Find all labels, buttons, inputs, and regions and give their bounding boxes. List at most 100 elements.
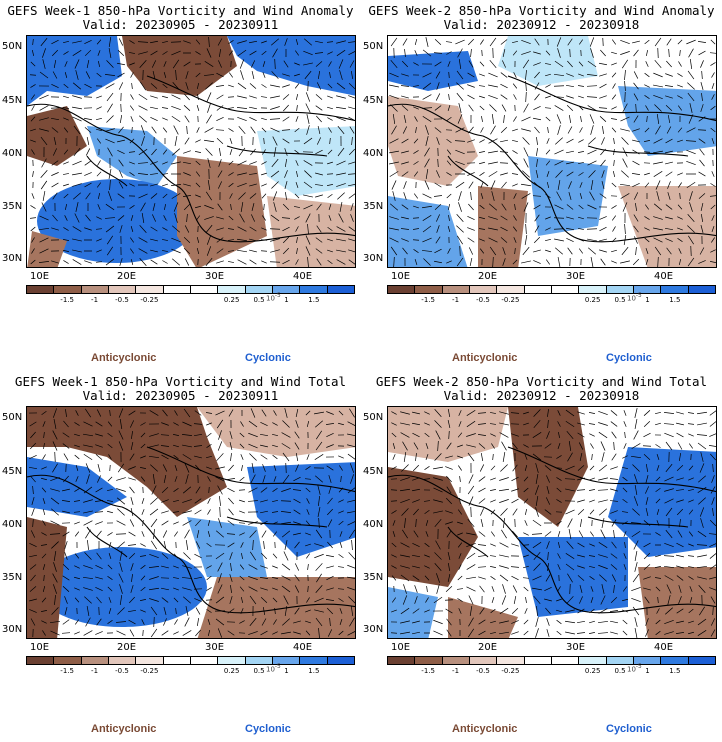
lat-label: 30N	[363, 624, 384, 635]
lat-label: 40N	[2, 148, 23, 159]
panel-valid-date: Valid: 20230912 - 20230918	[443, 388, 640, 403]
panel-week2-anomaly: GEFS Week-2 850-hPa Vorticity and Wind A…	[361, 0, 722, 371]
colorbar-tick-label: 1	[645, 296, 650, 304]
panel-valid-date: Valid: 20230905 - 20230911	[82, 388, 279, 403]
lat-label: 45N	[2, 466, 23, 477]
colorbar-swatch	[300, 657, 328, 664]
colorbar	[387, 285, 716, 294]
wind-vectors	[390, 408, 716, 638]
cyclonic-label: Cyclonic	[606, 723, 652, 735]
cyclonic-label: Cyclonic	[245, 352, 291, 364]
colorbar-tick-label: -0.5	[476, 667, 490, 675]
lat-label: 50N	[2, 41, 23, 52]
colorbar-swatch	[218, 657, 246, 664]
colorbar-tick-label: 1.5	[308, 296, 320, 304]
lon-label: 20E	[117, 271, 137, 282]
colorbar-tick-label: 0.25	[223, 667, 240, 675]
colorbar-swatch	[688, 286, 715, 293]
colorbar-swatch	[524, 657, 552, 664]
anticyclonic-label: Anticyclonic	[452, 723, 518, 735]
colorbar-tick-label: 1	[284, 667, 289, 675]
colorbar-swatch	[551, 286, 580, 293]
colorbar-tick-label: 0.5	[614, 296, 626, 304]
colorbar-tick-label: -1.5	[60, 667, 74, 675]
colorbar-tick-label: 0.5	[614, 667, 626, 675]
lat-label: 40N	[2, 519, 23, 530]
colorbar-tick-label: -0.5	[115, 667, 129, 675]
anticyclonic-label: Anticyclonic	[91, 723, 157, 735]
lon-label: 40E	[293, 271, 313, 282]
colorbar-swatch	[218, 286, 246, 293]
colorbar-swatch	[661, 657, 689, 664]
colorbar-scale: 10-5	[627, 664, 642, 674]
colorbar-tick-label: -1	[452, 667, 460, 675]
colorbar-ticks: -1.5 -1 -0.5 -0.25 0.25 0.5 1 1.5	[387, 667, 716, 677]
colorbar-swatch	[327, 657, 354, 664]
colorbar-swatch	[415, 286, 443, 293]
colorbar-scale: 10-5	[266, 293, 281, 303]
lon-label: 30E	[205, 642, 225, 653]
colorbar-swatch	[136, 286, 164, 293]
coastline	[388, 446, 716, 614]
colorbar-tick-label: -1	[91, 296, 99, 304]
colorbar-tick-label: -1.5	[421, 296, 435, 304]
lat-label: 30N	[2, 253, 23, 264]
colorbar-tick-label: -0.25	[140, 667, 159, 675]
panel-week1-total: GEFS Week-1 850-hPa Vorticity and Wind T…	[0, 371, 361, 742]
colorbar-swatch	[415, 657, 443, 664]
colorbar-swatch	[524, 286, 552, 293]
lon-label: 10E	[391, 271, 411, 282]
colorbar	[387, 656, 716, 665]
lat-label: 35N	[363, 201, 384, 212]
colorbar-swatch	[388, 657, 416, 664]
colorbar-swatch	[163, 286, 191, 293]
colorbar-swatch	[442, 657, 470, 664]
colorbar-tick-label: -1.5	[421, 667, 435, 675]
colorbar-swatch	[163, 657, 191, 664]
colorbar-tick-label: 0.25	[584, 296, 601, 304]
vorticity-map	[388, 36, 716, 267]
map-plot	[26, 406, 356, 639]
lat-label: 30N	[2, 624, 23, 635]
lat-label: 35N	[2, 572, 23, 583]
colorbar-tick-label: 0.25	[223, 296, 240, 304]
colorbar-tick-label: 0.25	[584, 667, 601, 675]
vorticity-map	[27, 36, 355, 267]
colorbar-swatch	[442, 286, 470, 293]
colorbar-swatch	[54, 657, 82, 664]
colorbar-swatch	[108, 286, 137, 293]
colorbar-swatch	[469, 286, 498, 293]
colorbar-swatch	[190, 286, 219, 293]
lon-label: 10E	[30, 642, 50, 653]
colorbar-swatch	[136, 657, 164, 664]
lat-label: 50N	[2, 412, 23, 423]
colorbar-swatch	[327, 286, 354, 293]
map-plot	[387, 35, 717, 268]
colorbar-tick-label: -1	[452, 296, 460, 304]
vorticity-map	[388, 407, 716, 638]
wind-vectors	[389, 37, 716, 267]
colorbar-swatch	[579, 657, 607, 664]
colorbar-swatch	[469, 657, 498, 664]
wind-vectors	[28, 408, 355, 638]
colorbar	[26, 285, 355, 294]
colorbar-tick-label: -0.5	[476, 296, 490, 304]
vorticity-map	[27, 407, 355, 638]
colorbar-swatch	[272, 286, 301, 293]
colorbar-swatch	[633, 286, 662, 293]
map-plot	[26, 35, 356, 268]
colorbar-swatch	[108, 657, 137, 664]
colorbar-swatch	[27, 286, 55, 293]
lon-label: 30E	[566, 642, 586, 653]
colorbar-swatch	[606, 657, 634, 664]
coastline	[27, 75, 355, 243]
colorbar-swatch	[388, 286, 416, 293]
lon-label: 20E	[478, 271, 498, 282]
colorbar	[26, 656, 355, 665]
panel-title: GEFS Week-1 850-hPa Vorticity and Wind T…	[14, 374, 347, 389]
lat-label: 35N	[2, 201, 23, 212]
colorbar-swatch	[606, 286, 634, 293]
cyclonic-label: Cyclonic	[606, 352, 652, 364]
lon-label: 10E	[391, 642, 411, 653]
lon-label: 40E	[654, 271, 674, 282]
